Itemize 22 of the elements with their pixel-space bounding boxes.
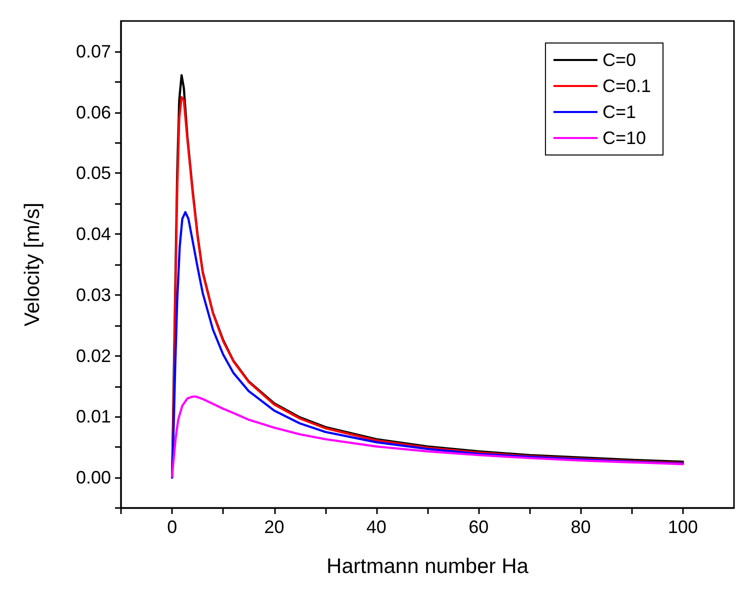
y-tick-label: 0.07 xyxy=(76,41,111,62)
y-tick-label: 0.02 xyxy=(76,346,111,366)
x-tick-label: 80 xyxy=(570,517,591,537)
y-tick-label: 0.03 xyxy=(76,284,111,305)
x-tick-label: 0 xyxy=(167,517,178,537)
legend-label: C=0 xyxy=(602,50,636,70)
x-tick-label: 100 xyxy=(668,517,698,537)
y-tick-label: 0.06 xyxy=(76,102,111,122)
y-tick-label: 0.04 xyxy=(76,224,111,244)
x-axis-title: Hartmann number Ha xyxy=(326,555,529,578)
line-series xyxy=(170,211,684,479)
y-axis-title: Velocity [m/s] xyxy=(21,202,44,326)
y-tick-label: 0.01 xyxy=(76,406,111,427)
x-tick-label: 60 xyxy=(468,517,489,537)
legend-label: C=0.1 xyxy=(602,76,652,96)
y-tick-label: 0.00 xyxy=(76,468,111,488)
x-tick-label: 20 xyxy=(264,517,284,537)
line-series xyxy=(170,396,684,478)
legend-label: C=1 xyxy=(602,102,636,122)
x-tick-label: 40 xyxy=(366,517,386,537)
legend-label: C=10 xyxy=(602,128,646,148)
y-tick-label: 0.05 xyxy=(76,163,111,184)
